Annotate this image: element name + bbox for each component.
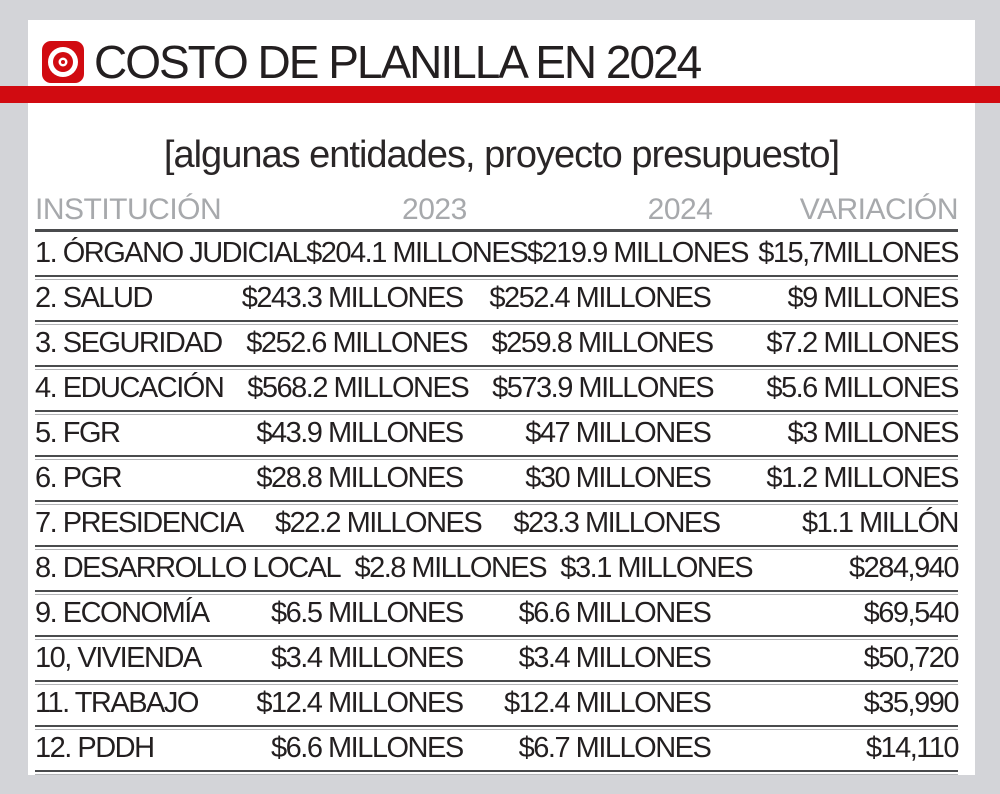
cell-2023: $22.2 MILLONES bbox=[274, 507, 483, 539]
cell-institution: 4. EDUCACIÓN bbox=[35, 372, 225, 404]
table-row: 9. ECONOMÍA $6.5 MILLONES $6.6 MILLONES … bbox=[35, 592, 960, 640]
cell-2023: $3.4 MILLONES bbox=[271, 642, 464, 674]
cell-institution: 2. SALUD bbox=[35, 282, 153, 314]
cell-institution: 1. ÓRGANO JUDICIAL bbox=[35, 237, 308, 269]
cell-variation: $15,7MILLONES bbox=[758, 237, 959, 269]
cell-institution: 5. FGR bbox=[35, 417, 121, 449]
column-header-variation: VARIACIÓN bbox=[799, 193, 959, 226]
cell-2023: $6.5 MILLONES bbox=[271, 597, 464, 629]
cell-institution: 11. TRABAJO bbox=[35, 687, 199, 719]
bullseye-logo-icon bbox=[42, 41, 84, 83]
table-row: 2. SALUD $243.3 MILLONES $252.4 MILLONES… bbox=[35, 277, 960, 325]
cell-variation: $1.2 MILLONES bbox=[766, 462, 959, 494]
cell-2023: $252.6 MILLONES bbox=[246, 327, 468, 359]
cell-2024: $219.9 MILLONES bbox=[527, 237, 749, 269]
column-header-2023: 2023 bbox=[402, 193, 467, 226]
table-row: 1. ÓRGANO JUDICIAL $204.1 MILLONES $219.… bbox=[35, 232, 960, 280]
cell-institution: 10, VIVIENDA bbox=[35, 642, 202, 674]
table-header-row: INSTITUCIÓN 2023 2024 VARIACIÓN bbox=[35, 191, 958, 232]
header: COSTO DE PLANILLA EN 2024 bbox=[28, 20, 975, 94]
cell-2024: $252.4 MILLONES bbox=[489, 282, 711, 314]
cell-2024: $3.1 MILLONES bbox=[560, 552, 753, 584]
subtitle: [algunas entidades, proyecto presupuesto… bbox=[163, 134, 840, 176]
table-row: 4. EDUCACIÓN $568.2 MILLONES $573.9 MILL… bbox=[35, 367, 959, 415]
table-row: 6. PGR $28.8 MILLONES $30 MILLONES $1.2 … bbox=[35, 457, 959, 505]
table-row: 3. SEGURIDAD $252.6 MILLONES $259.8 MILL… bbox=[35, 322, 959, 370]
cell-variation: $69,540 bbox=[863, 597, 960, 629]
cell-variation: $7.2 MILLONES bbox=[766, 327, 959, 359]
cell-2024: $6.7 MILLONES bbox=[518, 732, 712, 764]
cell-variation: $1.1 MILLÓN bbox=[802, 507, 959, 539]
cell-2024: $573.9 MILLONES bbox=[492, 372, 714, 404]
cell-variation: $35,990 bbox=[863, 687, 960, 719]
table-row: 7. PRESIDENCIA $22.2 MILLONES $23.3 MILL… bbox=[35, 502, 960, 550]
cell-variation: $5.6 MILLONES bbox=[766, 372, 959, 404]
cell-2024: $3.4 MILLONES bbox=[518, 642, 712, 674]
cell-institution: 8. DESARROLLO LOCAL bbox=[35, 552, 342, 584]
column-header-institution: INSTITUCIÓN bbox=[35, 193, 222, 226]
cell-2023: $43.9 MILLONES bbox=[256, 417, 464, 449]
cell-variation: $50,720 bbox=[863, 642, 960, 674]
cell-2024: $47 MILLONES bbox=[525, 417, 712, 449]
table-row: 11. TRABAJO $12.4 MILLONES $12.4 MILLONE… bbox=[35, 682, 960, 730]
page-title: COSTO DE PLANILLA EN 2024 bbox=[94, 36, 702, 88]
table-row: 10, VIVIENDA $3.4 MILLONES $3.4 MILLONES… bbox=[35, 637, 960, 685]
cell-2024: $23.3 MILLONES bbox=[513, 507, 721, 539]
accent-bar bbox=[0, 86, 1000, 103]
cell-2023: $12.4 MILLONES bbox=[256, 687, 464, 719]
cell-2023: $28.8 MILLONES bbox=[256, 462, 464, 494]
table-row: 5. FGR $43.9 MILLONES $47 MILLONES $3 MI… bbox=[35, 412, 960, 460]
cell-2023: $6.6 MILLONES bbox=[271, 732, 464, 764]
cell-2023: $568.2 MILLONES bbox=[247, 372, 469, 404]
cell-institution: 9. ECONOMÍA bbox=[35, 597, 210, 629]
cell-variation: $3 MILLONES bbox=[787, 417, 960, 449]
cell-2023: $2.8 MILLONES bbox=[354, 552, 547, 584]
cell-2024: $259.8 MILLONES bbox=[491, 327, 714, 359]
infographic-card: COSTO DE PLANILLA EN 2024 [algunas entid… bbox=[28, 20, 975, 775]
cell-variation: $14,110 bbox=[865, 732, 960, 764]
cell-2024: $6.6 MILLONES bbox=[518, 597, 712, 629]
payroll-table: INSTITUCIÓN 2023 2024 VARIACIÓN 1. ÓRGAN… bbox=[35, 191, 960, 775]
cell-2023: $243.3 MILLONES bbox=[241, 282, 464, 314]
cell-2024: $12.4 MILLONES bbox=[504, 687, 712, 719]
cell-institution: 6. PGR bbox=[35, 462, 123, 494]
cell-variation: $9 MILLONES bbox=[787, 282, 960, 314]
cell-2023: $204.1 MILLONES bbox=[306, 237, 528, 269]
cell-institution: 7. PRESIDENCIA bbox=[35, 507, 244, 539]
cell-institution: 3. SEGURIDAD bbox=[35, 327, 223, 359]
table-row: 12. PDDH $6.6 MILLONES $6.7 MILLONES $14… bbox=[35, 727, 960, 775]
table-row: 8. DESARROLLO LOCAL $2.8 MILLONES $3.1 M… bbox=[35, 547, 959, 595]
cell-institution: 12. PDDH bbox=[35, 732, 155, 764]
cell-variation: $284,940 bbox=[849, 552, 959, 584]
column-header-2024: 2024 bbox=[647, 193, 713, 226]
cell-2024: $30 MILLONES bbox=[525, 462, 712, 494]
